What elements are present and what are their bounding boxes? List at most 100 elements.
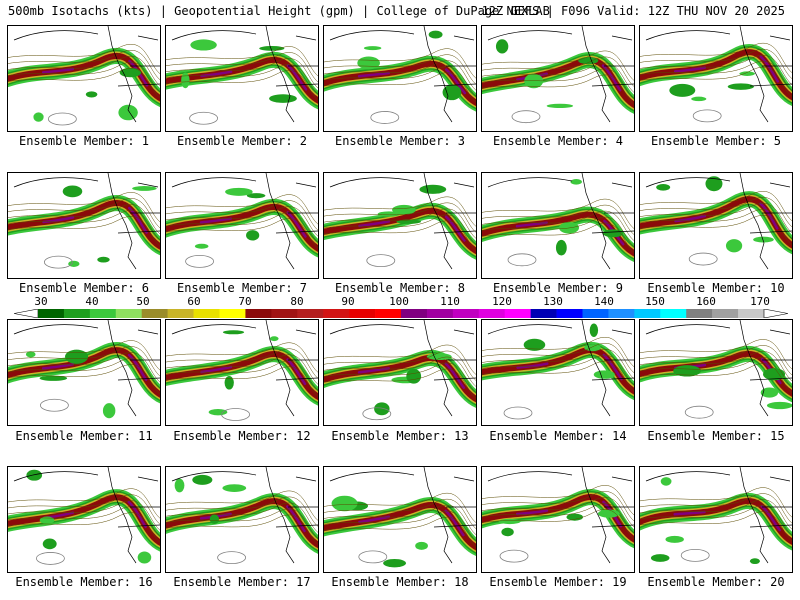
colorbar-tick-label: 60 (187, 295, 201, 308)
colorbar-tick-label: 110 (440, 295, 460, 308)
ensemble-member-map (639, 466, 793, 573)
colorbar-swatch (323, 309, 350, 318)
ensemble-member-map (639, 25, 793, 132)
colorbar-swatch (530, 309, 557, 318)
colorbar-swatch (271, 309, 298, 318)
colorbar-swatch (660, 309, 687, 318)
ensemble-member-map (165, 466, 319, 573)
colorbar-swatch (712, 309, 739, 318)
ensemble-member-map (481, 25, 635, 132)
ensemble-member-label: Ensemble Member: 20 (647, 575, 785, 589)
ensemble-member-label: Ensemble Member: 17 (173, 575, 311, 589)
colorbar-swatch (38, 309, 65, 318)
header-valid-time: 12Z GEFS | F096 Valid: 12Z THU NOV 20 20… (481, 4, 785, 18)
ensemble-member-map (165, 319, 319, 426)
ensemble-member-label: Ensemble Member: 11 (15, 429, 153, 443)
ensemble-member-label: Ensemble Member: 2 (176, 134, 308, 148)
ensemble-member-map (481, 319, 635, 426)
ensemble-member-label: Ensemble Member: 5 (650, 134, 782, 148)
colorbar-tick-label: 40 (85, 295, 99, 308)
ensemble-member-label: Ensemble Member: 6 (18, 281, 150, 295)
colorbar-swatch (63, 309, 91, 318)
colorbar-tick-label: 120 (492, 295, 512, 308)
colorbar-swatch (375, 309, 402, 318)
isotach-map-graphic (324, 26, 476, 124)
isotach-map-graphic (324, 320, 476, 421)
colorbar-tick-label: 130 (543, 295, 563, 308)
ensemble-member-label: Ensemble Member: 13 (331, 429, 469, 443)
colorbar-tick-label: 140 (594, 295, 614, 308)
isotach-map-graphic (640, 173, 792, 270)
header-title: 500mb Isotachs (kts) | Geopotential Heig… (8, 4, 550, 18)
isotach-map-graphic (640, 467, 792, 565)
ensemble-member-label: Ensemble Member: 7 (176, 281, 308, 295)
isotach-map-graphic (482, 467, 634, 564)
ensemble-member-map (7, 319, 161, 426)
ensemble-member-label: Ensemble Member: 12 (173, 429, 311, 443)
ensemble-member-map (7, 25, 161, 132)
ensemble-member-map (481, 466, 635, 573)
isotach-map-graphic (324, 467, 476, 568)
colorbar-swatch (115, 309, 143, 318)
isotach-map-graphic (482, 173, 634, 270)
colorbar-max-arrow (763, 309, 788, 318)
isotach-map-graphic (482, 26, 634, 124)
ensemble-member-map (323, 25, 477, 132)
ensemble-member-label: Ensemble Member: 9 (492, 281, 624, 295)
ensemble-member-label: Ensemble Member: 3 (334, 134, 466, 148)
isotach-map-graphic (166, 320, 318, 421)
isotach-map-graphic (8, 467, 160, 565)
colorbar-swatch (141, 309, 168, 318)
ensemble-member-label: Ensemble Member: 4 (492, 134, 624, 148)
ensemble-member-map (323, 466, 477, 573)
ensemble-member-label: Ensemble Member: 1 (18, 134, 150, 148)
isotach-map-graphic (482, 320, 634, 420)
colorbar-swatch (245, 309, 272, 318)
colorbar-swatch (452, 309, 480, 318)
ensemble-member-map (165, 172, 319, 279)
colorbar-swatch (193, 309, 220, 318)
colorbar-tick-label: 100 (389, 295, 409, 308)
colorbar-swatch (349, 309, 376, 318)
isotach-map-graphic (324, 173, 476, 270)
isotach-map-graphic (8, 173, 160, 270)
colorbar-swatch (686, 309, 713, 318)
colorbar-swatch (634, 309, 661, 318)
ensemble-member-map (165, 25, 319, 132)
colorbar-swatch (608, 309, 635, 318)
ensemble-member-label: Ensemble Member: 19 (489, 575, 627, 589)
colorbar-swatch (167, 309, 194, 318)
colorbar-tick-label: 160 (696, 295, 716, 308)
colorbar-tick-label: 50 (136, 295, 150, 308)
isotach-map-graphic (8, 26, 160, 126)
isotach-map-graphic (640, 320, 792, 419)
ensemble-member-label: Ensemble Member: 14 (489, 429, 627, 443)
colorbar-swatch (219, 309, 246, 318)
colorbar-swatch (504, 309, 531, 318)
colorbar-swatch (89, 309, 117, 318)
colorbar-tick-label: 170 (750, 295, 770, 308)
ensemble-member-label: Ensemble Member: 8 (334, 281, 466, 295)
ensemble-member-label: Ensemble Member: 15 (647, 429, 785, 443)
colorbar-swatch (401, 309, 428, 318)
ensemble-member-map (481, 172, 635, 279)
ensemble-member-map (7, 466, 161, 573)
ensemble-member-label: Ensemble Member: 18 (331, 575, 469, 589)
colorbar-tick-label: 30 (34, 295, 48, 308)
ensemble-member-map (639, 172, 793, 279)
colorbar-swatches (14, 309, 788, 318)
colorbar-tick-label: 90 (341, 295, 355, 308)
isotach-map-graphic (8, 320, 160, 419)
ensemble-member-map (323, 319, 477, 426)
colorbar-swatch (297, 309, 324, 318)
colorbar-swatch (478, 309, 506, 318)
colorbar-swatch (556, 309, 583, 318)
ensemble-member-map (639, 319, 793, 426)
ensemble-member-map (7, 172, 161, 279)
ensemble-member-label: Ensemble Member: 16 (15, 575, 153, 589)
isotach-map-graphic (640, 26, 792, 123)
colorbar-swatch (426, 309, 454, 318)
colorbar-tick-label: 70 (238, 295, 252, 308)
colorbar-tick-label: 150 (645, 295, 665, 308)
isotach-map-graphic (166, 467, 318, 565)
